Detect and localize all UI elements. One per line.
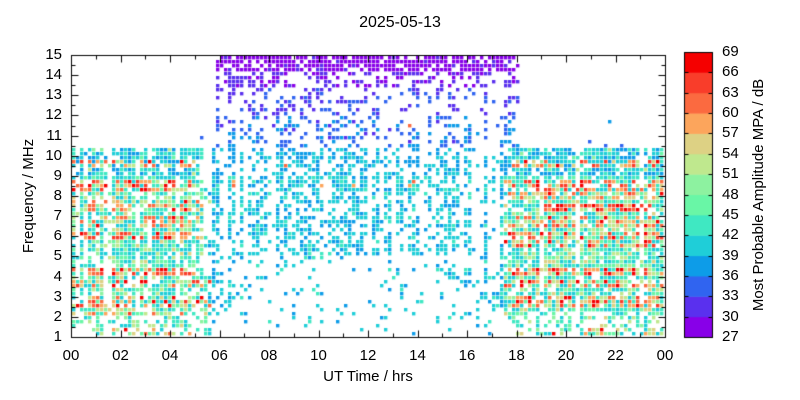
y-tick-label: 2 [53,307,62,325]
x-tick-label: 02 [112,347,129,364]
y-tick-label: 12 [45,106,62,124]
x-tick-label: 14 [409,347,426,364]
colorbar-tick-label: 48 [722,185,739,203]
colorbar-tick-label: 66 [722,63,739,81]
y-tick-label: 5 [53,247,62,265]
y-tick-label: 4 [53,267,62,285]
y-tick-label: 13 [45,86,62,104]
y-tick-label: 8 [53,187,62,204]
colorbar-tick-label: 30 [722,307,739,325]
x-tick-label: 00 [656,347,674,364]
y-tick-label: 1 [53,328,62,345]
colorbar-tick-label: 33 [722,287,739,305]
colorbar-tick-label: 60 [722,104,739,122]
y-tick-label: 3 [53,287,62,305]
y-tick-label: 6 [53,227,62,245]
colorbar-tick-label: 39 [722,246,739,264]
x-tick-label: 16 [458,347,476,364]
y-tick-label: 9 [53,166,62,184]
chart-title: 2025-05-13 [359,14,441,31]
colorbar-tick-label: 45 [722,205,739,223]
x-tick-label: 10 [310,347,327,364]
colorbar-tick-label: 63 [722,83,739,101]
y-tick-label: 7 [53,207,62,225]
x-tick-label: 12 [359,347,377,364]
colorbar-tick-label: 69 [722,43,739,60]
x-tick-label: 22 [607,347,624,364]
colorbar-tick-label: 27 [722,328,739,345]
colorbar-tick-label: 57 [722,124,739,142]
x-tick-label: 18 [508,347,525,364]
colorbar-tick-label: 36 [722,266,739,284]
y-tick-label: 15 [45,46,62,63]
x-tick-label: 20 [557,347,575,364]
x-tick-label: 08 [260,347,278,364]
y-tick-label: 11 [46,126,62,144]
y-tick-label: 10 [45,146,62,164]
colorbar-tick-label: 51 [722,165,739,183]
colorbar-tick-label: 42 [722,226,739,244]
x-axis-label: UT Time / hrs [323,368,413,385]
x-tick-label: 04 [161,347,179,364]
x-tick-label: 06 [211,347,228,364]
x-tick-label: 00 [62,347,80,364]
colorbar-tick-label: 54 [722,144,739,162]
y-tick-label: 14 [45,66,62,84]
colorbar-label: Most Probable Amplitude MPA / dB [750,78,767,312]
